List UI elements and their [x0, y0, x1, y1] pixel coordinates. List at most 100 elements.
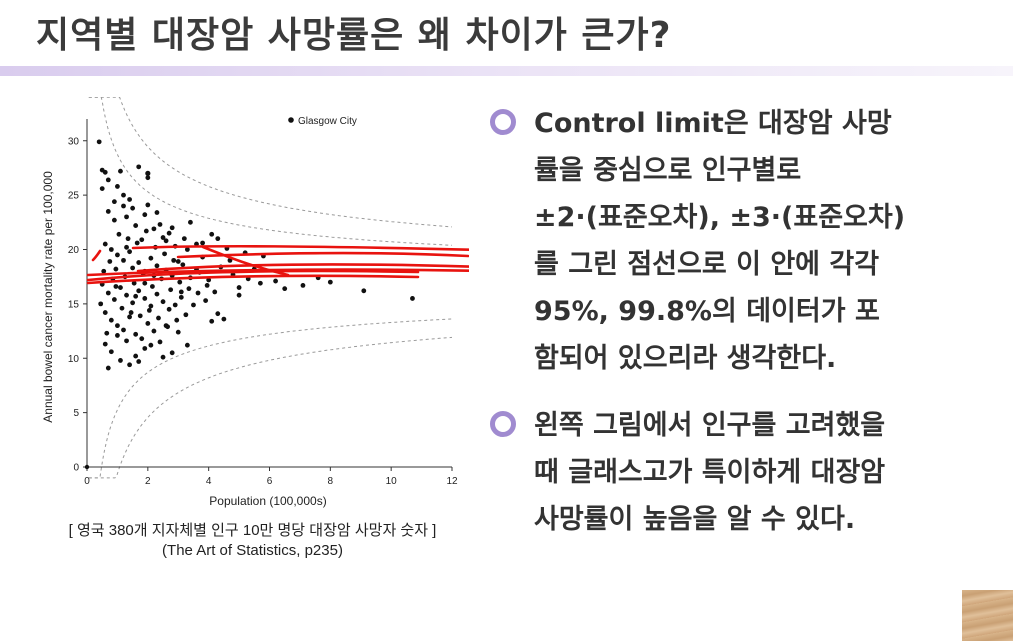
data-point	[142, 280, 148, 286]
data-point	[142, 296, 148, 301]
data-point	[178, 289, 184, 295]
bullet-line: 를 그린 점선으로 이 안에 각각	[534, 249, 880, 280]
y-tick-label: 10	[68, 354, 80, 365]
bullet-line: 95%, 99.8%의 데이터가 포	[534, 296, 880, 327]
data-point	[361, 288, 367, 294]
data-point	[130, 300, 136, 306]
data-point	[183, 312, 189, 318]
data-point	[163, 238, 169, 244]
data-point	[236, 285, 242, 290]
data-point	[128, 310, 134, 315]
data-point	[143, 228, 149, 234]
funnel-plot: 0 2 4 6 8 10 12 0 5 10 15 20 25 30 Glasgow City Popul…	[38, 96, 486, 517]
control-limit-curves	[88, 96, 453, 479]
data-point	[145, 321, 151, 326]
data-point	[142, 212, 148, 218]
y-tick-label: 5	[73, 408, 79, 419]
data-point	[166, 306, 172, 312]
y-tick-label: 30	[68, 136, 80, 147]
data-point	[127, 362, 132, 368]
data-point	[130, 205, 136, 211]
data-point	[180, 262, 186, 268]
bullet-line: 률을 중심으로 인구별로	[534, 155, 802, 186]
data-point	[108, 247, 114, 252]
data-point	[169, 350, 175, 356]
data-point	[327, 279, 333, 285]
data-point	[300, 282, 306, 288]
data-point	[273, 278, 278, 284]
y-axis-label: Annual bowel cancer mortality rate per 1…	[41, 171, 55, 423]
origin-point	[84, 464, 90, 470]
data-point	[115, 333, 120, 338]
data-point	[105, 365, 111, 371]
data-point	[131, 280, 137, 286]
data-point	[115, 184, 120, 189]
slide-title: 지역별 대장암 사망률은 왜 차이가 큰가?	[36, 15, 672, 56]
bullet-line: 함되어 있으리라 생각한다.	[534, 343, 837, 374]
data-point	[121, 327, 126, 333]
data-point	[148, 342, 154, 348]
legend-label: Glasgow City	[298, 116, 357, 127]
data-point	[148, 303, 154, 309]
data-point	[105, 290, 111, 296]
data-point	[113, 284, 119, 289]
data-point	[209, 318, 215, 324]
data-point	[410, 296, 415, 301]
data-point	[154, 210, 160, 215]
data-point	[177, 279, 183, 285]
bullet-text: Control limit은 대장암 사망 률을 중심으로 인구별로 ±2·(표…	[534, 100, 1000, 382]
data-point	[104, 330, 110, 336]
bullet-control-limit: Control limit은 대장암 사망 률을 중심으로 인구별로 ±2·(표…	[490, 100, 1000, 382]
data-point	[200, 240, 205, 246]
data-point	[171, 257, 177, 263]
data-point	[209, 231, 215, 237]
bullet-circle-icon	[490, 411, 516, 437]
data-point	[178, 294, 184, 300]
x-tick-label: 4	[206, 476, 212, 487]
data-point	[102, 341, 108, 347]
data-point	[105, 209, 111, 214]
data-point	[116, 231, 122, 237]
bullet-line: 왼쪽 그림에서 인구를 고려했을	[534, 410, 886, 441]
data-point	[154, 263, 160, 269]
plot-axes	[86, 119, 452, 468]
data-point	[127, 197, 132, 202]
data-point	[184, 342, 190, 348]
data-point	[139, 336, 145, 342]
x-tick-label: 6	[267, 476, 273, 487]
data-point	[181, 236, 187, 242]
data-point	[236, 292, 242, 298]
handwritten-annotation	[86, 244, 486, 285]
bullet-glasgow: 왼쪽 그림에서 인구를 고려했을 때 글래스고가 특이하게 대장암 사망률이 높…	[490, 402, 1000, 543]
data-point	[166, 230, 172, 236]
data-point	[215, 236, 221, 242]
data-point	[174, 317, 180, 323]
outlier-point	[145, 170, 151, 176]
data-point	[102, 169, 108, 175]
data-point	[157, 339, 163, 345]
data-point	[215, 311, 221, 317]
data-point	[127, 249, 132, 255]
y-tick-label: 20	[68, 245, 80, 256]
data-point	[212, 289, 218, 295]
data-point	[113, 266, 119, 272]
data-point	[146, 308, 152, 313]
funnel-plot-svg: 0 2 4 6 8 10 12 0 5 10 15 20 25 30 Glasgow City Popul…	[41, 96, 486, 508]
data-point	[124, 244, 129, 250]
data-point	[133, 331, 139, 337]
data-point	[160, 235, 166, 240]
control-limit-curve	[88, 96, 453, 246]
data-point	[133, 293, 139, 299]
data-point	[134, 240, 140, 246]
data-point	[151, 328, 157, 334]
data-point	[99, 186, 105, 191]
y-tick-label: 15	[68, 299, 80, 310]
data-point	[149, 284, 155, 289]
x-axis-label: Population (100,000s)	[209, 494, 326, 508]
annotation-stroke	[136, 263, 486, 273]
data-point	[115, 252, 120, 258]
data-point	[136, 164, 142, 170]
data-point	[184, 247, 190, 252]
annotation-stroke	[86, 269, 420, 282]
data-point	[137, 313, 143, 319]
